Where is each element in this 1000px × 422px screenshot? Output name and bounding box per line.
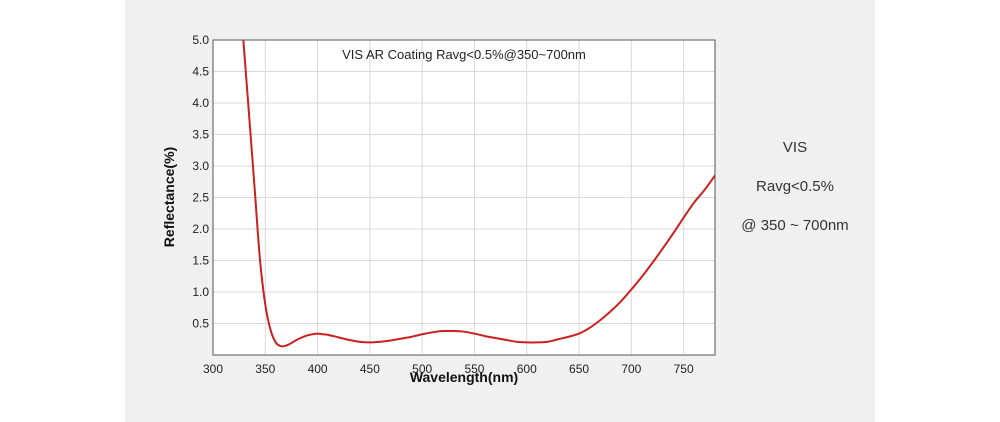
reflectance-chart: 0.5 1.0 1.5 2.0 2.5 3.0 3.5 4.0 4.5 5.0 300 350 400… bbox=[150, 22, 725, 392]
y-axis-label: Reflectance(%) bbox=[161, 147, 177, 247]
y-tick-label: 0.5 bbox=[192, 317, 209, 331]
x-tick-label: 700 bbox=[621, 362, 641, 376]
x-tick-label: 600 bbox=[517, 362, 537, 376]
y-tick-label: 5.0 bbox=[192, 33, 209, 47]
plot-frame bbox=[212, 39, 716, 356]
spec-band: VIS bbox=[782, 139, 808, 156]
x-tick-label: 550 bbox=[464, 362, 484, 376]
y-tick-labels: 0.5 1.0 1.5 2.0 2.5 3.0 3.5 4.0 4.5 5.0 bbox=[192, 33, 209, 331]
spec-ravg: Ravg<0.5% bbox=[756, 178, 834, 195]
x-tick-labels: 300 350 400 450 500 550 600 650 700 750 bbox=[203, 362, 694, 376]
x-tick-label: 750 bbox=[674, 362, 694, 376]
x-tick-label: 450 bbox=[360, 362, 380, 376]
spec-range: @ 350 ~ 700nm bbox=[741, 217, 849, 234]
y-tick-label: 2.5 bbox=[192, 191, 209, 205]
x-tick-label: 400 bbox=[308, 362, 328, 376]
y-tick-label: 4.0 bbox=[192, 96, 209, 110]
x-axis-label: Wavelength(nm) bbox=[410, 369, 518, 385]
y-tick-label: 4.5 bbox=[192, 65, 209, 79]
chart-title: VIS AR Coating Ravg<0.5%@350~700nm bbox=[342, 47, 586, 62]
y-tick-label: 1.0 bbox=[192, 285, 209, 299]
x-tick-label: 500 bbox=[412, 362, 432, 376]
grid-lines bbox=[213, 40, 715, 355]
chart-svg: 0.5 1.0 1.5 2.0 2.5 3.0 3.5 4.0 4.5 5.0 300 350 400… bbox=[161, 33, 716, 385]
y-tick-label: 2.0 bbox=[192, 222, 209, 236]
spec-note: VIS Ravg<0.5% @ 350 ~ 700nm bbox=[725, 128, 865, 245]
y-tick-label: 1.5 bbox=[192, 254, 209, 268]
x-tick-label: 650 bbox=[569, 362, 589, 376]
y-tick-label: 3.0 bbox=[192, 159, 209, 173]
x-tick-label: 350 bbox=[255, 362, 275, 376]
x-tick-label: 300 bbox=[203, 362, 223, 376]
series-line-reflectance bbox=[242, 39, 716, 348]
y-tick-label: 3.5 bbox=[192, 128, 209, 142]
